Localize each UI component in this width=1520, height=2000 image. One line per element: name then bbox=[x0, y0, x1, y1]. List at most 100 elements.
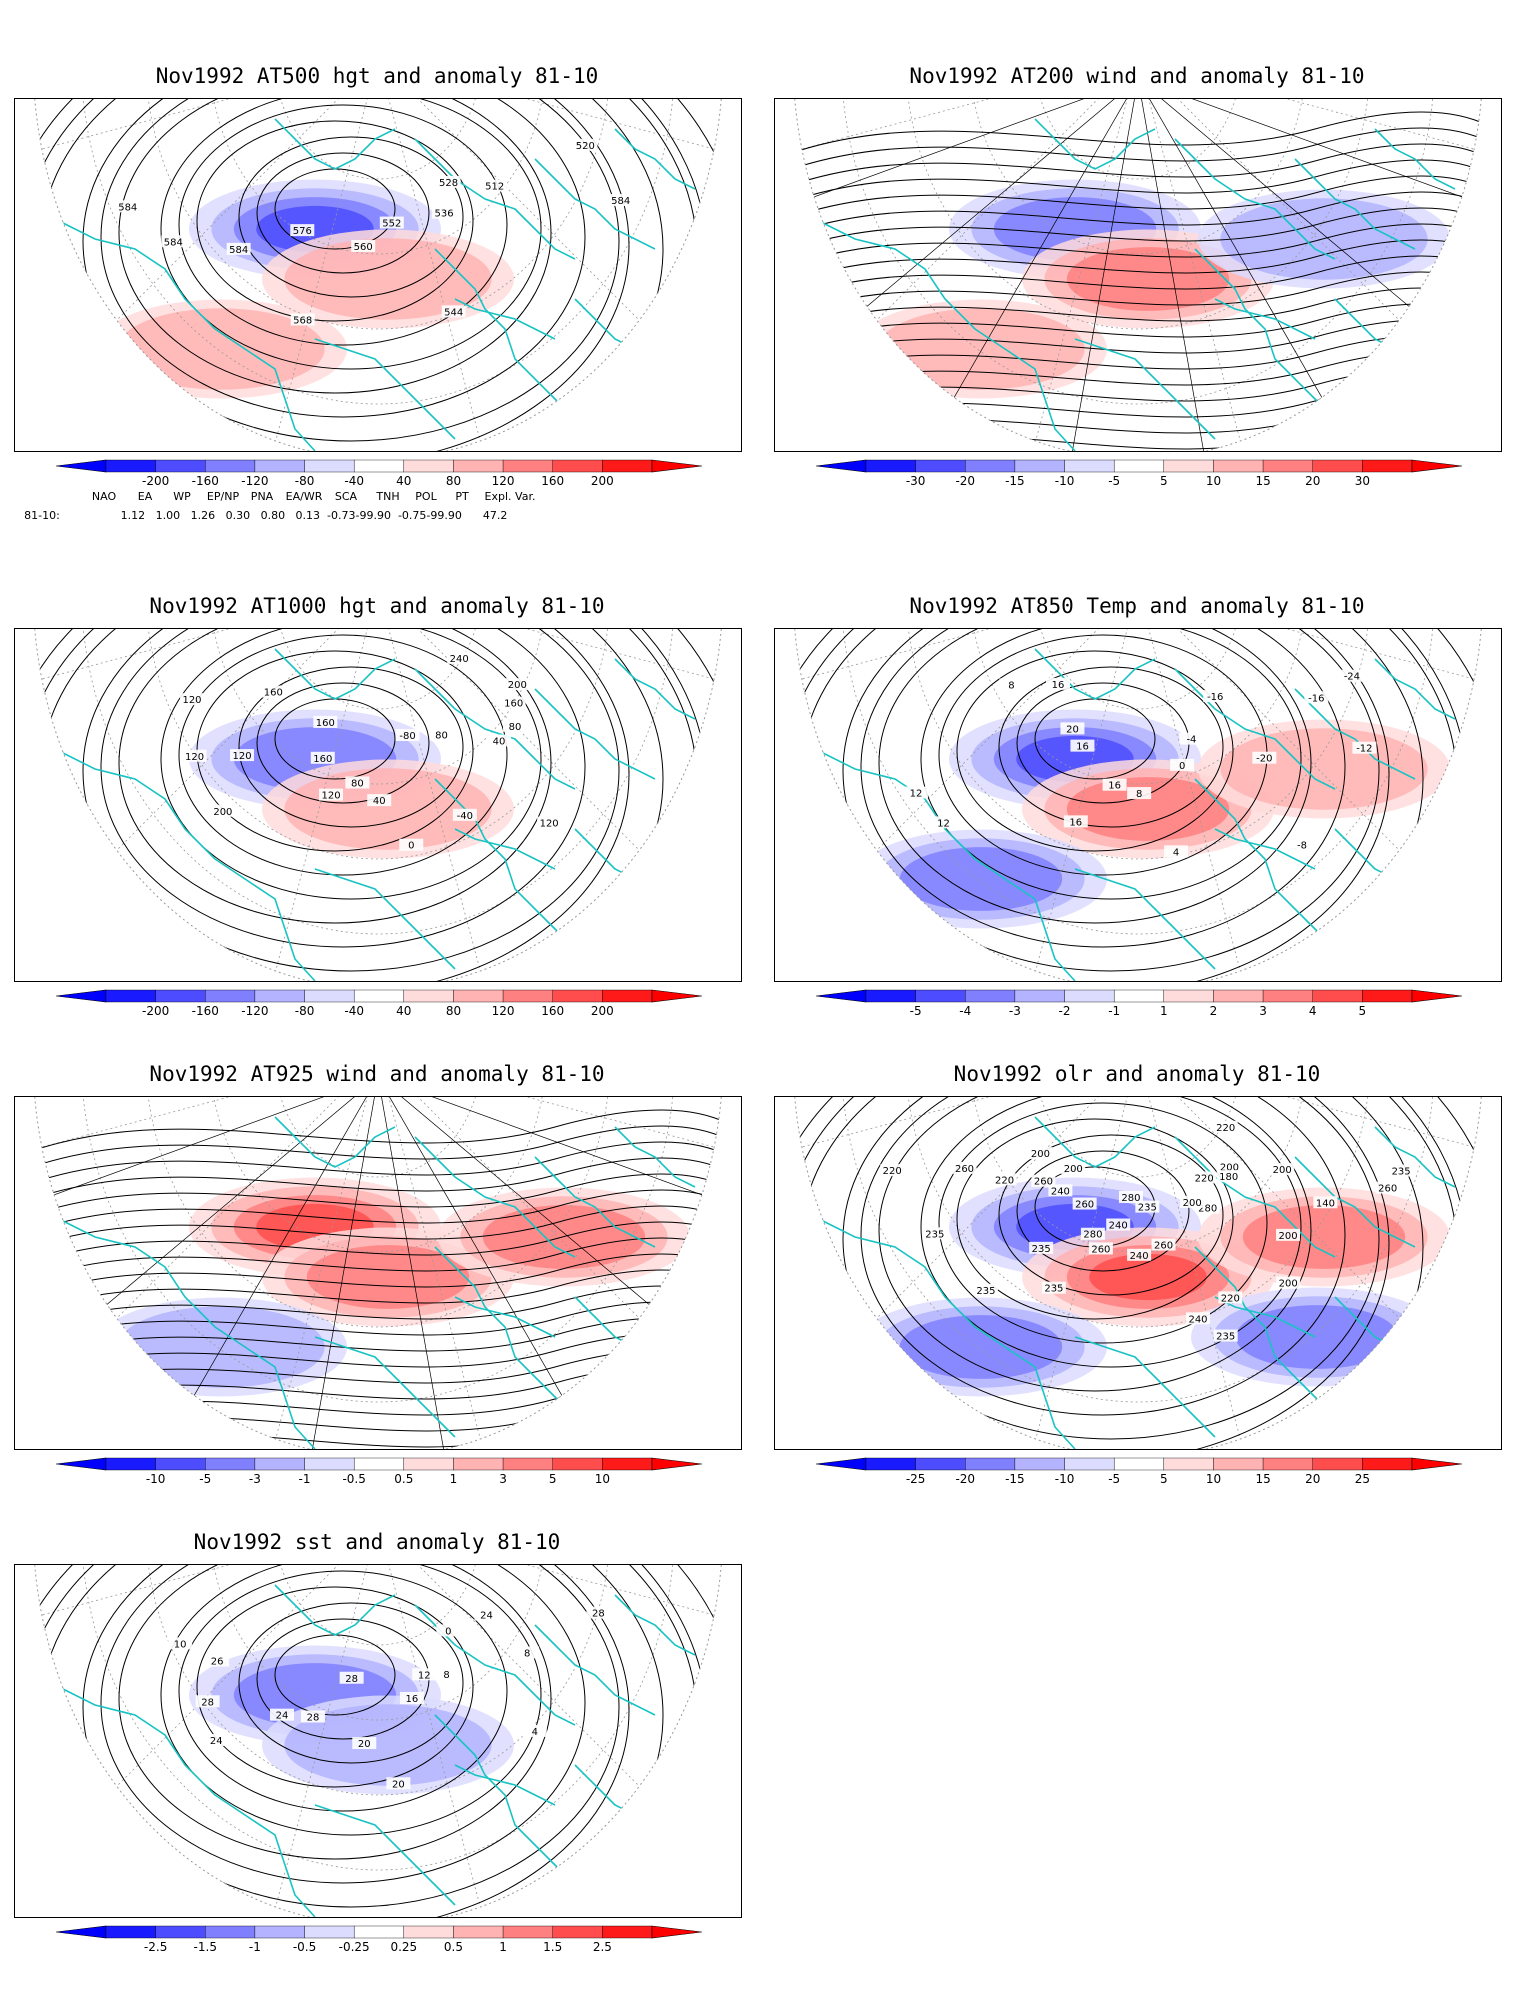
colorbar-low-arrow bbox=[55, 989, 107, 1003]
coastline bbox=[1034, 1116, 1156, 1168]
contour-line bbox=[938, 1102, 1268, 1344]
map-sst: 28 24 8 0 4 8 12 16 20 20 28 28 24 24 28 26 10 bbox=[14, 1564, 742, 1918]
colorbar-swatch bbox=[304, 459, 355, 473]
contour-label: 200 bbox=[1279, 1279, 1298, 1290]
contour-label: 12 bbox=[937, 818, 950, 829]
colorbar-tick-label: -2.5 bbox=[144, 1940, 167, 1954]
contour-label: 16 bbox=[1108, 781, 1121, 792]
coastline bbox=[414, 1136, 576, 1258]
coastline bbox=[314, 1336, 456, 1438]
streamline bbox=[33, 1317, 723, 1366]
colorbar-swatch bbox=[1362, 1457, 1413, 1471]
panel-title: Nov1992 AT925 wind and anomaly 81-10 bbox=[149, 1062, 605, 1086]
contour-label: -80 bbox=[399, 731, 415, 742]
colorbar-high-arrow bbox=[651, 459, 703, 473]
anomaly-region bbox=[1066, 247, 1230, 311]
contour-label: 220 bbox=[1195, 1173, 1214, 1184]
latitude-circle bbox=[969, 99, 1307, 255]
contour-label: 200 bbox=[213, 807, 232, 818]
streamline bbox=[33, 1205, 723, 1254]
map-at1000: 240 200 160 80 40 120 80 -40 -80 0 40 80 120 160 160 20… bbox=[14, 628, 742, 982]
contour-label: 20 bbox=[358, 1739, 371, 1750]
coastline bbox=[574, 1764, 676, 1846]
coastline bbox=[1194, 778, 1336, 950]
coastline bbox=[534, 158, 656, 250]
meridian-line bbox=[377, 1565, 723, 1655]
contour-label: 12 bbox=[418, 1670, 431, 1681]
colorbar-tick-label: 200 bbox=[591, 1004, 614, 1018]
colorbar-tick-label: 2 bbox=[1210, 1004, 1218, 1018]
contour-line bbox=[100, 99, 586, 418]
coastline bbox=[574, 1296, 676, 1378]
contour-label: 235 bbox=[1032, 1244, 1051, 1255]
colorbar-tick-label: 5 bbox=[1359, 1004, 1367, 1018]
latitude-circle bbox=[274, 629, 482, 710]
contour-label: 576 bbox=[293, 226, 312, 237]
coastline bbox=[534, 688, 656, 780]
coastline bbox=[1074, 868, 1216, 970]
coastline bbox=[1334, 828, 1436, 910]
contour-line bbox=[920, 629, 1302, 900]
colorbar-at200: -30 -20 -15 -10 -5 5 10 15 20 30 bbox=[815, 458, 1463, 488]
colorbar-swatch bbox=[105, 1457, 156, 1471]
streamline bbox=[33, 1397, 723, 1446]
streamline bbox=[1016, 99, 1139, 451]
contour-line bbox=[956, 650, 1234, 852]
colorbar-tick-label: 0.5 bbox=[444, 1940, 463, 1954]
contour-label: 528 bbox=[439, 178, 458, 189]
contour-label: 280 bbox=[1121, 1193, 1140, 1204]
colorbar-swatch bbox=[254, 1925, 305, 1939]
latitude-circle bbox=[274, 1097, 482, 1178]
contour-label: -4 bbox=[1186, 735, 1196, 746]
anomaly-region bbox=[306, 1245, 470, 1309]
contour-label: 235 bbox=[976, 1286, 995, 1297]
coastline bbox=[1074, 338, 1216, 440]
contour-label: 16 bbox=[406, 1694, 419, 1705]
meridian-line bbox=[1137, 99, 1483, 189]
contour-label: 584 bbox=[164, 237, 183, 248]
panel-at850: Nov1992 AT850 Temp and anomaly 81-10 -24… bbox=[772, 590, 1502, 1020]
streamline bbox=[33, 1097, 379, 1449]
latitude-circle bbox=[1034, 1097, 1242, 1178]
coastline bbox=[454, 298, 556, 340]
colorbar-swatch bbox=[403, 1457, 454, 1471]
contour-label: 26 bbox=[211, 1657, 224, 1668]
colorbar-swatch bbox=[1362, 989, 1413, 1003]
contour-line bbox=[878, 1097, 1312, 1392]
contour-label: 240 bbox=[1130, 1251, 1149, 1262]
colorbar-at925: -10 -5 -3 -1 -0.5 0.5 1 3 5 10 bbox=[55, 1456, 703, 1486]
coastline bbox=[1214, 298, 1316, 340]
anomaly-region bbox=[284, 1704, 492, 1786]
colorbar-tick-label: 0.5 bbox=[394, 1472, 413, 1486]
streamline bbox=[793, 191, 1483, 240]
colorbar-tick-label: -1.5 bbox=[194, 1940, 217, 1954]
latitude-circle bbox=[274, 1565, 482, 1646]
meridian-line bbox=[248, 99, 379, 451]
contour-label: 120 bbox=[321, 791, 340, 802]
colorbar-tick-label: -2 bbox=[1059, 1004, 1071, 1018]
colorbar-swatch bbox=[1213, 459, 1264, 473]
contour-line bbox=[238, 1602, 464, 1764]
anomaly-region bbox=[899, 1315, 1063, 1379]
colorbar-tick-label: -3 bbox=[249, 1472, 261, 1486]
colorbar-tick-label: -0.25 bbox=[339, 1940, 370, 1954]
colorbar-tick-label: 40 bbox=[396, 1004, 411, 1018]
colorbar-swatch bbox=[602, 1925, 653, 1939]
streamline bbox=[33, 1365, 723, 1414]
colorbar-tick-label: 5 bbox=[549, 1472, 557, 1486]
streamline bbox=[793, 223, 1483, 272]
index-header: EA bbox=[137, 490, 153, 503]
streamline bbox=[793, 447, 1483, 451]
coastline bbox=[574, 828, 676, 910]
colorbar-sst: -2.5 -1.5 -1 -0.5 -0.25 0.25 0.5 1 1.5 2.5 bbox=[55, 1924, 703, 1954]
colorbar-tick-label: 20 bbox=[1305, 474, 1320, 488]
colorbar-swatch bbox=[254, 459, 305, 473]
colorbar-tick-label: 1 bbox=[499, 1940, 507, 1954]
colorbar-swatch bbox=[105, 459, 156, 473]
colorbar-swatch bbox=[1362, 459, 1413, 473]
index-header: POL bbox=[415, 490, 437, 503]
colorbar-swatch bbox=[205, 459, 256, 473]
contour-label: 584 bbox=[229, 245, 248, 256]
contour-line bbox=[793, 629, 1424, 981]
contour-line bbox=[118, 629, 552, 924]
